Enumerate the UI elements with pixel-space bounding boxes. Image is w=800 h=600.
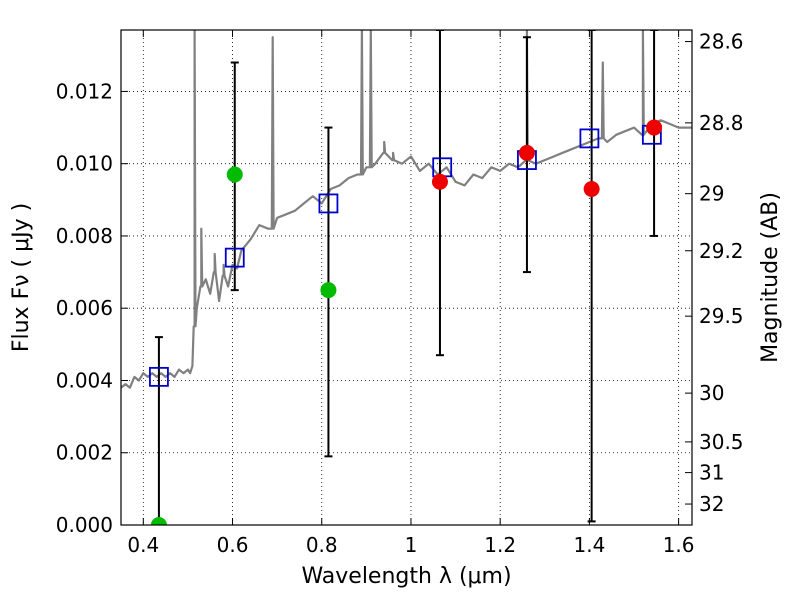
red-data-point <box>431 173 448 190</box>
magnitude-tick-label: 28.8 <box>699 111 744 135</box>
model-point-square <box>318 193 339 214</box>
magnitude-tick-label: 31 <box>699 461 724 485</box>
x-tick-label: 1.6 <box>663 533 695 557</box>
y-tick-label: 0.008 <box>56 224 113 248</box>
x-tick-label: 0.6 <box>217 533 249 557</box>
y-tick-label: 0.010 <box>56 152 113 176</box>
grid <box>121 30 692 526</box>
red-data-point <box>518 144 535 161</box>
magnitude-tick-label: 32 <box>699 492 724 516</box>
x-tick-label: 0.8 <box>306 533 338 557</box>
y-axis-label: Flux Fν ( μJy ) <box>9 203 34 352</box>
model-point-square <box>149 366 169 387</box>
x-axis-label: Wavelength λ (μm) <box>301 564 511 589</box>
x-tick-label: 0.4 <box>127 533 159 557</box>
model-point-square <box>579 128 600 149</box>
red-data-point <box>646 119 663 136</box>
x-tick-label: 1.2 <box>484 533 516 557</box>
model-spectrum-line <box>121 30 692 389</box>
y-tick-label: 0.002 <box>56 441 113 465</box>
magnitude-tick-label: 29.5 <box>699 304 744 328</box>
magnitude-tick-label: 28.6 <box>699 30 744 54</box>
y-tick-label: 0.006 <box>56 296 113 320</box>
magnitude-tick-label: 30 <box>699 381 724 405</box>
x-tick-label: 1 <box>405 533 418 557</box>
y-tick-label: 0.012 <box>56 79 113 103</box>
y-tick-label: 0.004 <box>56 368 113 392</box>
right-axis-label: Magnitude (AB) <box>758 192 783 363</box>
data-points <box>149 119 663 525</box>
red-data-point <box>583 180 600 197</box>
magnitude-tick-label: 29.2 <box>699 239 744 263</box>
green-data-point <box>150 517 167 525</box>
magnitude-tick-label: 29 <box>699 182 724 206</box>
y-tick-label: 0.000 <box>56 513 113 537</box>
green-data-point <box>320 282 337 299</box>
plot-frame <box>120 29 693 526</box>
model-spectrum <box>121 30 692 389</box>
magnitude-tick-label: 30.5 <box>699 430 744 454</box>
axis-ticks: 0.4 0.6 0.8 1 1.2 1.4 1.6 0.000 0.002 0.004 0.006 0… <box>56 30 744 557</box>
green-data-point <box>226 166 243 183</box>
model-point-square <box>224 247 245 268</box>
x-tick-label: 1.4 <box>573 533 605 557</box>
